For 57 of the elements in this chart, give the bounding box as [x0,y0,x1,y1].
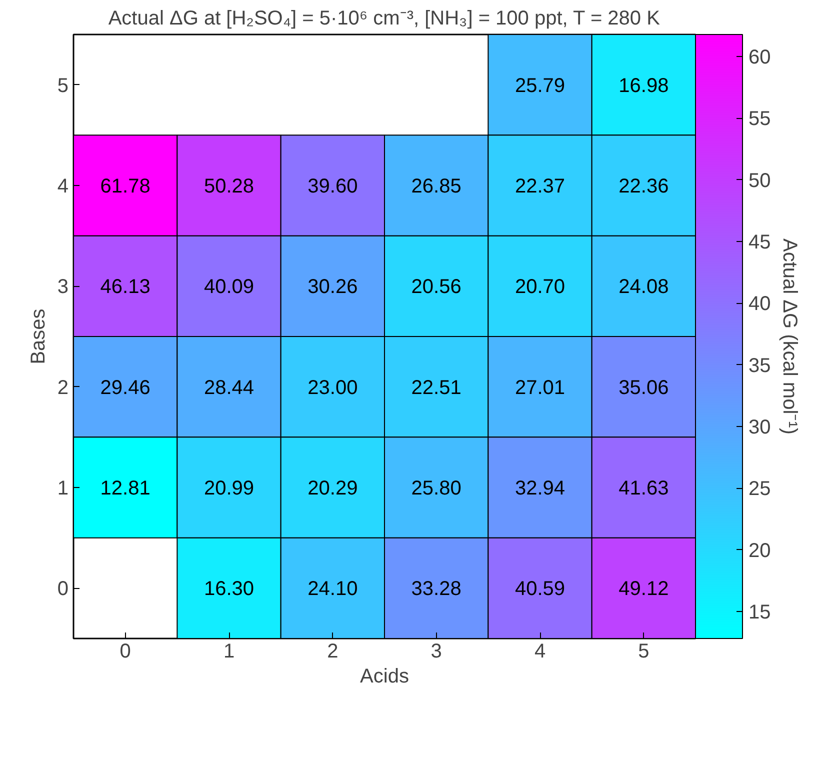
x-tick-label: 0 [120,640,131,662]
data-label: 26.85 [411,176,462,198]
data-label: 23.00 [308,376,358,399]
data-label: 29.46 [100,376,150,399]
color-bar-label: 40 [748,293,771,316]
x-tick-label: 1 [223,640,235,662]
color-bar-label: 30 [748,416,771,438]
data-label: 49.12 [618,578,669,600]
color-bar-label: 25 [748,478,771,500]
data-label: 20.29 [308,478,358,500]
data-label: 35.06 [618,376,669,399]
data-label: 46.13 [100,276,150,298]
data-label: 33.28 [411,578,462,600]
data-label: 22.51 [411,376,462,399]
y-tick-label: 0 [57,578,68,600]
data-label: 20.99 [204,478,254,500]
color-bar-label: 45 [748,231,771,254]
color-bar-label: 35 [748,354,771,377]
color-bar-title: Actual ΔG (kcal mol⁻¹) [778,238,800,434]
y-tick-label: 4 [57,176,68,198]
data-label: 30.26 [308,276,358,298]
data-label: 16.98 [618,74,669,97]
data-label: 27.01 [514,376,566,399]
x-tick-label: 3 [430,640,442,662]
data-label: 25.80 [411,478,462,500]
x-tick-label: 4 [534,640,546,662]
y-tick-label: 5 [57,74,68,97]
y-axis-title: Bases [27,308,50,364]
data-label: 50.28 [204,176,254,198]
data-label: 39.60 [308,176,358,198]
color-bar-label: 15 [748,601,771,624]
x-tick-label: 2 [327,640,338,662]
data-label: 20.70 [514,276,566,298]
data-label: 22.37 [514,176,566,198]
x-tick-label: 5 [638,640,650,662]
color-bar-label: 55 [748,108,771,130]
data-label: 24.10 [308,578,358,600]
chart-title: Actual ΔG at [H₂SO₄] = 5·10⁶ cm⁻³, [NH₃] = 100 ppt, T = 280 K [108,8,661,30]
color-bar-label: 60 [748,46,771,68]
data-label: 16.30 [204,578,254,600]
data-label: 40.09 [204,276,254,298]
y-tick-label: 3 [57,276,68,298]
data-label: 24.08 [618,276,669,298]
data-label: 20.56 [411,276,462,298]
color-bar-label: 50 [748,170,771,192]
data-label: 28.44 [204,376,254,399]
data-label: 25.79 [514,74,566,97]
y-tick-label: 1 [57,478,68,500]
data-label: 41.63 [618,478,669,500]
x-axis-title: Acids [360,666,409,688]
data-label: 61.78 [100,176,150,198]
data-label: 32.94 [514,478,566,500]
color-bar-label: 20 [748,540,771,562]
data-label: 40.59 [514,578,566,600]
y-tick-label: 2 [57,376,68,399]
data-label: 22.36 [618,176,669,198]
data-label: 12.81 [100,478,150,500]
